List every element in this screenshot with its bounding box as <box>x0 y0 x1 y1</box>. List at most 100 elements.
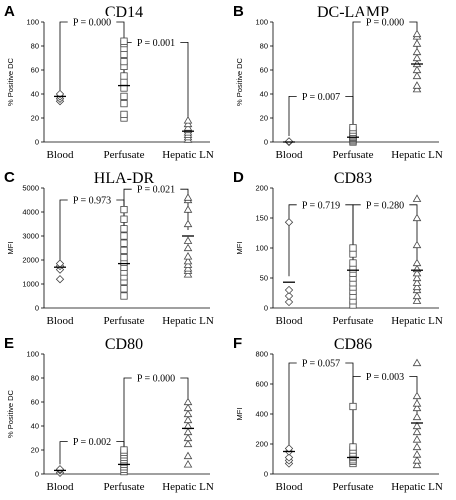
category-label: Blood <box>276 315 303 327</box>
triangle-marker <box>183 269 193 278</box>
triangle-marker <box>183 263 193 272</box>
p-value-label: P = 0.719 <box>302 200 340 211</box>
p-value-label-bg <box>67 16 117 27</box>
square-marker <box>120 58 128 66</box>
diamond-marker <box>284 291 294 301</box>
triangle-marker <box>412 47 422 56</box>
square-marker <box>349 259 357 267</box>
category-label: Hepatic LN <box>391 315 443 327</box>
triangle-marker <box>183 459 193 468</box>
triangle-marker <box>412 81 422 89</box>
triangle-marker <box>412 84 422 93</box>
triangle-marker <box>412 296 422 304</box>
triangle-marker <box>412 442 422 451</box>
square-marker <box>349 265 357 273</box>
square-marker <box>349 124 357 132</box>
square-marker <box>120 206 128 214</box>
comparison-bracket <box>123 377 189 459</box>
y-tick-label: 1000 <box>22 280 39 289</box>
square-marker <box>349 244 357 252</box>
triangle-marker <box>183 219 193 228</box>
square-marker <box>349 402 357 411</box>
comparison-bracket <box>59 199 125 262</box>
triangle-marker <box>183 123 193 131</box>
triangle-marker <box>412 29 422 38</box>
y-tick-label: 60 <box>31 398 39 407</box>
p-value-label-bg <box>131 36 181 48</box>
p-value-label-bg <box>360 198 410 210</box>
p-value-label-bg <box>131 183 181 195</box>
triangle-marker <box>183 260 193 268</box>
category-label: Perfusate <box>333 149 374 161</box>
triangle-marker <box>183 409 193 418</box>
y-tick-label: 40 <box>260 90 268 99</box>
triangle-marker <box>183 193 193 201</box>
panel-letter: B <box>233 3 244 20</box>
p-value-label: P = 0.000 <box>137 374 175 385</box>
square-marker <box>120 285 128 293</box>
triangle-marker <box>183 439 193 448</box>
chart-title: CD83 <box>334 170 372 187</box>
comparison-bracket <box>288 204 354 277</box>
triangle-marker <box>183 243 193 252</box>
square-marker <box>120 446 128 454</box>
y-tick-label: 0 <box>264 138 268 147</box>
chart-title: HLA-DR <box>94 170 155 187</box>
square-marker <box>120 50 128 59</box>
y-tick-label: 800 <box>255 350 268 359</box>
triangle-marker <box>412 278 422 286</box>
triangle-marker <box>183 119 193 128</box>
comparison-bracket <box>352 204 418 265</box>
y-tick-label: 40 <box>31 90 39 99</box>
panel-letter: D <box>233 169 244 186</box>
y-tick-label: 0 <box>35 470 39 479</box>
category-label: Perfusate <box>333 481 374 493</box>
square-marker <box>120 292 128 300</box>
triangle-marker <box>183 236 193 244</box>
p-value-label: P = 0.002 <box>73 437 111 448</box>
square-marker <box>120 37 128 45</box>
triangle-marker <box>183 403 193 412</box>
y-tick-label: 600 <box>255 380 268 389</box>
comparison-bracket <box>352 21 418 132</box>
y-tick-label: 60 <box>260 66 268 75</box>
triangle-marker <box>412 258 422 267</box>
p-value-label-bg <box>131 372 181 383</box>
y-tick-label: 100 <box>255 244 268 253</box>
category-label: Blood <box>47 149 74 161</box>
triangle-marker <box>183 251 193 260</box>
panel-letter: A <box>4 3 15 20</box>
triangle-marker <box>412 273 422 282</box>
p-value-label-bg <box>296 357 346 368</box>
category-label: Blood <box>47 315 74 327</box>
y-tick-label: 40 <box>31 422 39 431</box>
p-value-label: P = 0.000 <box>73 18 111 29</box>
p-value-label: P = 0.003 <box>366 372 404 383</box>
triangle-marker <box>412 399 422 407</box>
triangle-marker <box>412 435 422 443</box>
p-value-label: P = 0.007 <box>302 92 340 103</box>
triangle-marker <box>412 240 422 249</box>
diamond-marker <box>284 285 294 295</box>
triangle-marker <box>412 403 422 412</box>
square-marker <box>120 246 128 254</box>
triangle-marker <box>183 256 193 265</box>
diamond-marker <box>284 218 294 227</box>
triangle-marker <box>412 39 422 47</box>
triangle-marker <box>183 427 193 436</box>
p-value-label-bg <box>296 90 346 102</box>
y-axis-label: MFI <box>6 242 15 255</box>
y-tick-label: 0 <box>35 138 39 147</box>
y-tick-label: 80 <box>31 374 39 383</box>
p-value-label: P = 0.000 <box>366 18 404 29</box>
category-label: Hepatic LN <box>162 315 214 327</box>
category-label: Hepatic LN <box>162 481 214 493</box>
triangle-marker <box>412 456 422 464</box>
y-tick-label: 100 <box>26 18 39 27</box>
square-marker <box>120 92 128 100</box>
y-axis-label: % Positive DC <box>6 57 15 106</box>
y-tick-label: 5000 <box>22 184 39 193</box>
